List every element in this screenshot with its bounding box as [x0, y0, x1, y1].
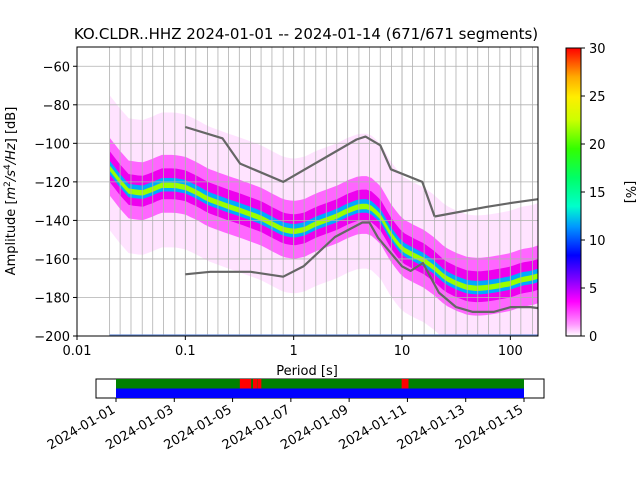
colorbar-label: [%] — [622, 181, 637, 204]
x-tick-label: 100 — [498, 344, 523, 359]
coverage-top-bar — [116, 379, 524, 389]
chart-title: KO.CLDR..HHZ 2024-01-01 -- 2024-01-14 (6… — [74, 25, 538, 43]
noise-models — [109, 125, 538, 336]
x-tick-label: 10 — [394, 344, 411, 359]
y-tick-label: −60 — [43, 60, 70, 75]
psd-plot: 0.01 0.1 1 10 100 −60 −80 −100 −120 −140 −160 −180… — [34, 46, 539, 359]
coverage-gap-mark — [404, 379, 409, 389]
colorbar: 0 5 10 15 20 25 30 [%] — [565, 42, 637, 345]
y-tick-label: −200 — [34, 330, 70, 345]
coverage-gap-mark — [247, 379, 252, 389]
grid-lines — [77, 47, 538, 336]
coverage-bottom-bar — [116, 388, 524, 398]
colorbar-tick-label: 15 — [589, 186, 606, 201]
noise-model-nhnm — [184, 125, 436, 217]
colorbar-scale — [565, 47, 582, 337]
coverage-bars — [116, 379, 524, 398]
x-tick-label: 1 — [290, 344, 298, 359]
colorbar-tick-label: 5 — [589, 282, 597, 297]
x-axis-label: Period [s] — [276, 364, 338, 379]
x-tick-label: 0.01 — [63, 344, 92, 359]
coverage-date-ticks: 2024-01-012024-01-032024-01-052024-01-07… — [45, 398, 526, 453]
colorbar-ticks: 0 5 10 15 20 25 30 — [581, 42, 606, 345]
coverage-gap-mark — [252, 379, 257, 389]
y-axis-ticks: −60 −80 −100 −120 −140 −160 −180 −200 — [34, 60, 77, 345]
noise-model-nlnm_upper — [434, 198, 538, 218]
y-tick-label: −100 — [34, 137, 70, 152]
colorbar-tick-label: 25 — [589, 90, 606, 105]
coverage-gap-mark — [239, 379, 244, 389]
y-tick-label: −140 — [34, 214, 70, 229]
y-tick-label: −160 — [34, 253, 70, 268]
x-tick-label: 0.1 — [175, 344, 196, 359]
colorbar-tick-label: 10 — [589, 234, 606, 249]
colorbar-tick-label: 20 — [589, 138, 606, 153]
x-axis-ticks: 0.01 0.1 1 10 100 — [63, 336, 523, 359]
plot-frame — [76, 46, 539, 337]
y-tick-label: −180 — [34, 291, 70, 306]
data-coverage-strip: 2024-01-012024-01-032024-01-052024-01-07… — [45, 378, 545, 453]
colorbar-tick-label: 0 — [589, 330, 597, 345]
y-tick-label: −120 — [34, 176, 70, 191]
colorbar-tick-label: 30 — [589, 42, 606, 57]
y-axis-label: Amplitude [m2/s4/Hz] [dB] — [3, 107, 19, 276]
coverage-gap-mark — [242, 379, 247, 389]
coverage-gap-mark — [257, 379, 262, 389]
psd-band-level-15 — [109, 160, 538, 295]
y-tick-label: −80 — [43, 99, 70, 114]
coverage-gap-mark — [401, 379, 406, 389]
noise-model-nlnm — [185, 221, 538, 313]
